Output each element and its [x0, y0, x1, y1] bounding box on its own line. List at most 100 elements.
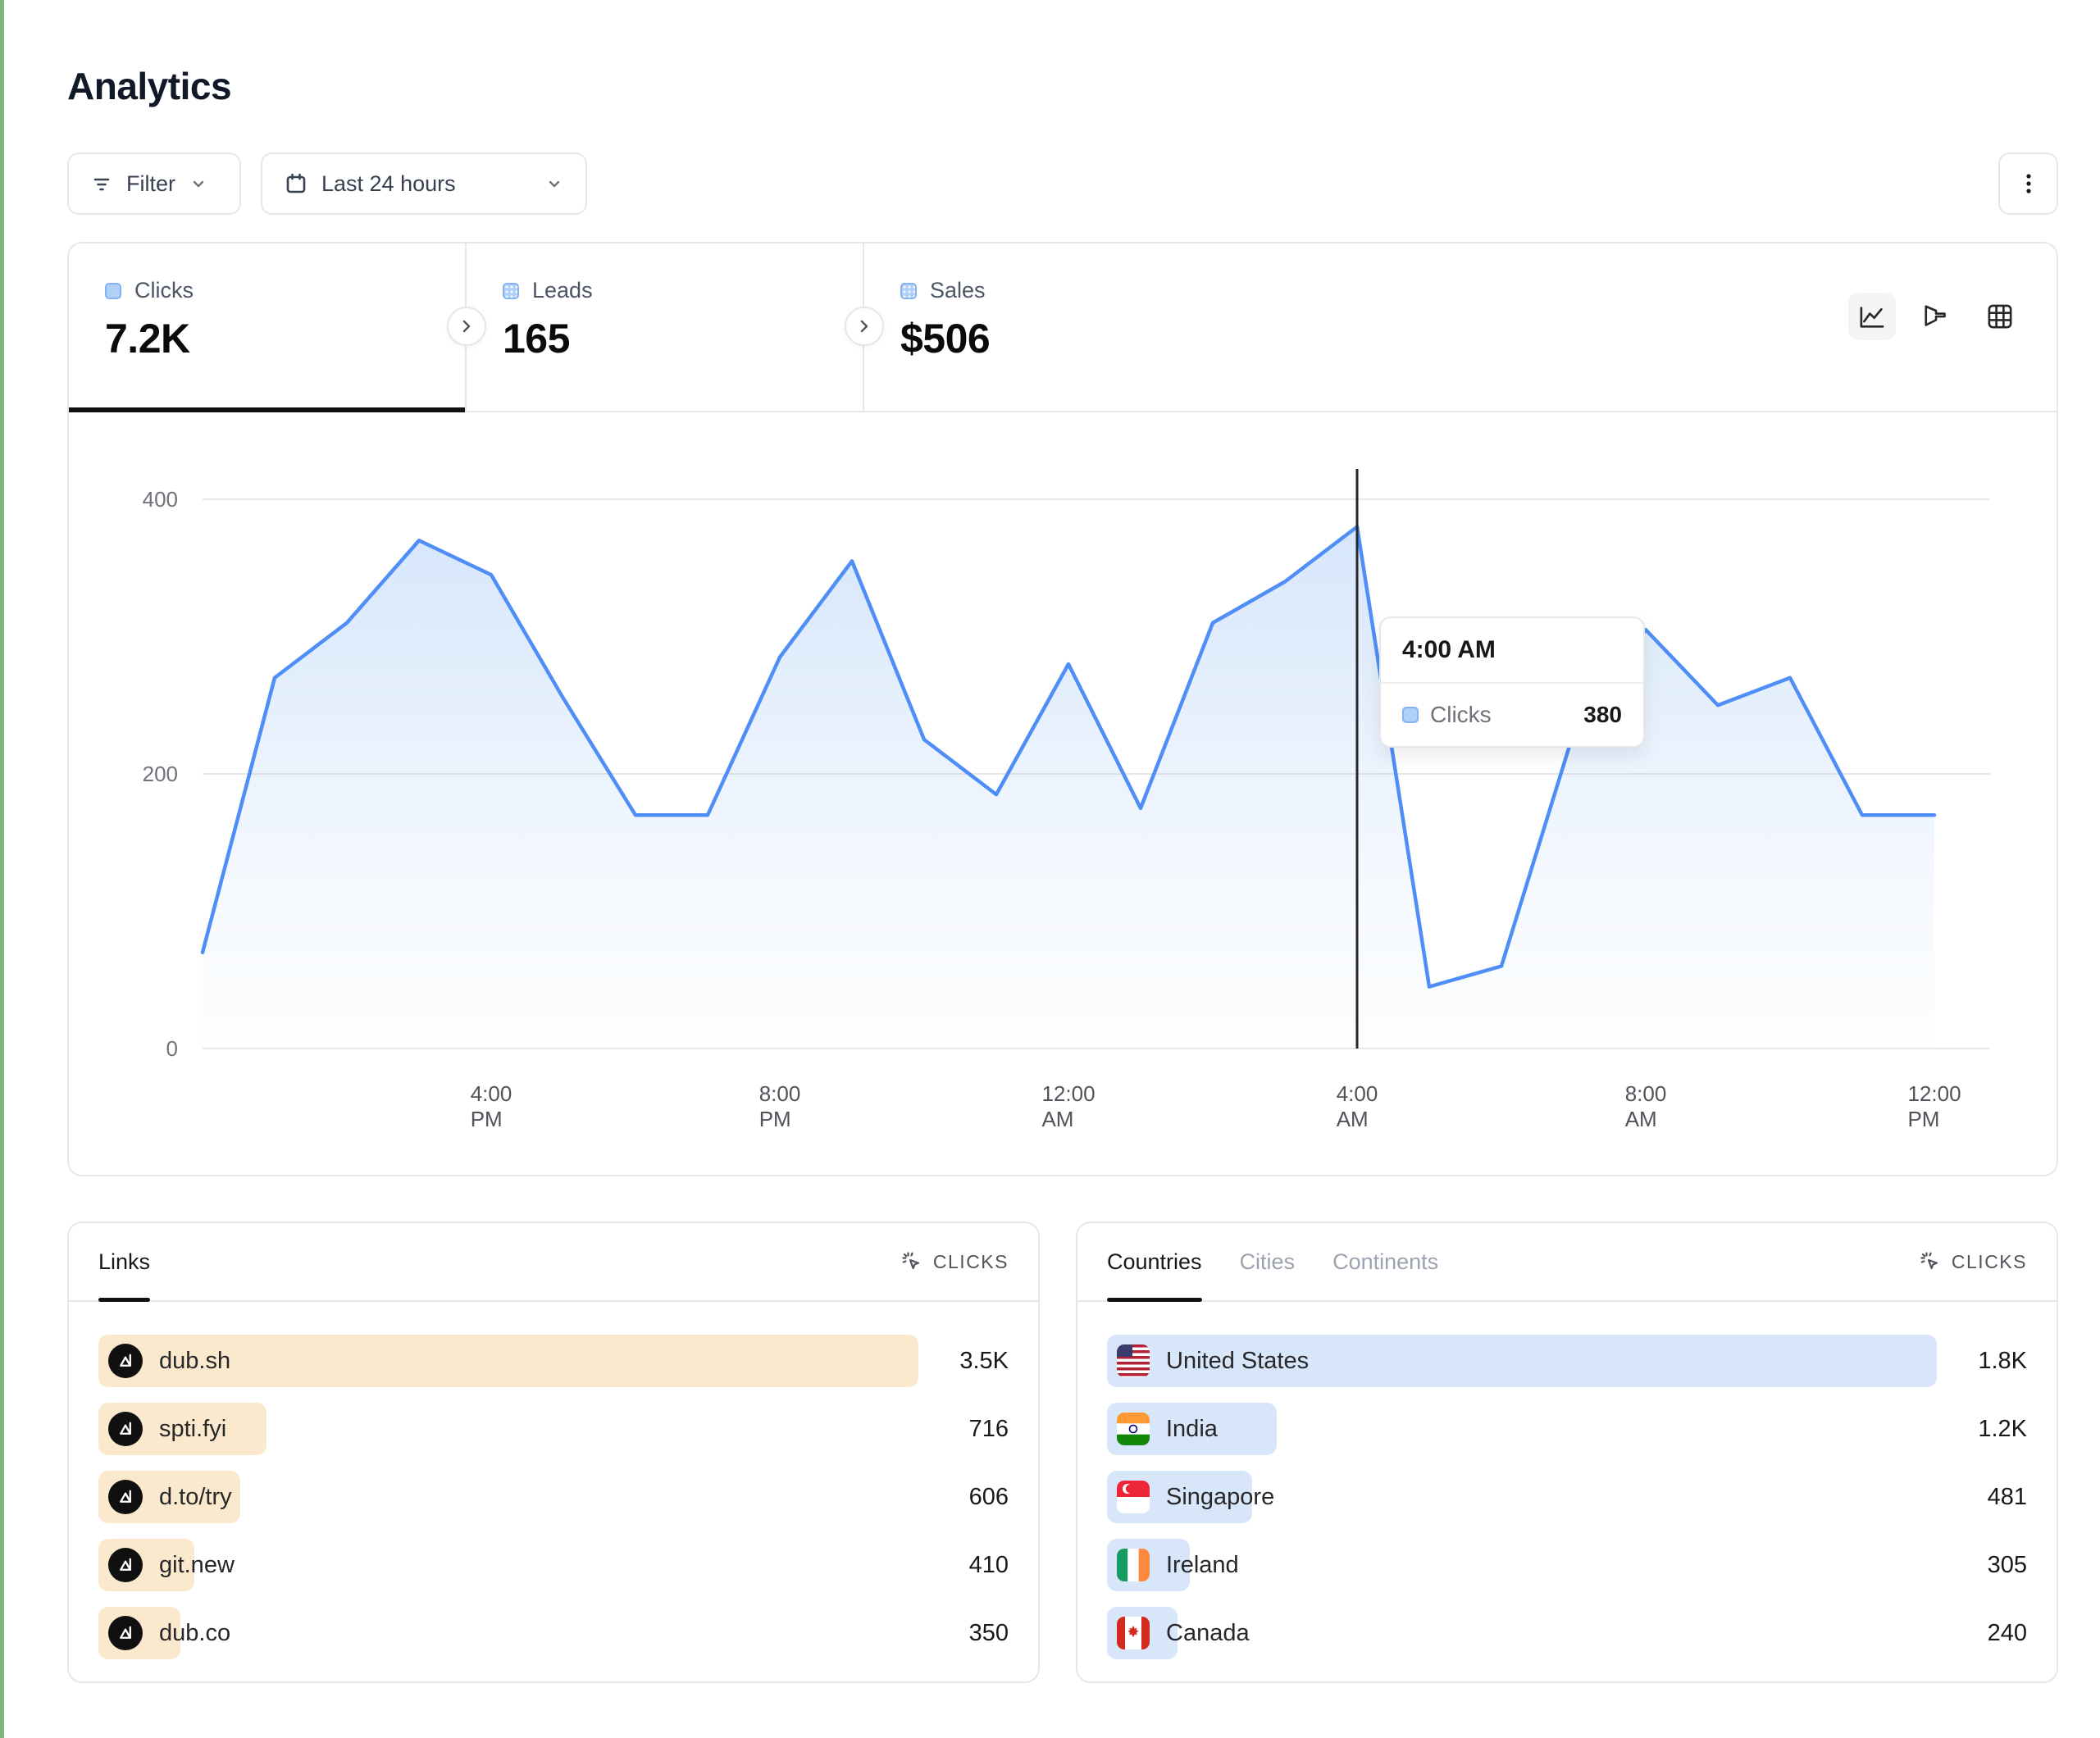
active-tab-underline	[69, 407, 465, 412]
flag-us-icon	[1117, 1344, 1150, 1377]
flag-in-icon	[1117, 1413, 1150, 1445]
list-item[interactable]: India 1.2K	[1107, 1403, 2027, 1455]
list-item-value: 1.8K	[1978, 1347, 2027, 1374]
expand-clicks-button[interactable]	[447, 307, 486, 346]
list-item-value: 410	[968, 1551, 1009, 1578]
list-item[interactable]: Canada 240	[1107, 1607, 2027, 1659]
tab-continents[interactable]: Continents	[1332, 1249, 1439, 1274]
list-item-label: Ireland	[1166, 1551, 1239, 1578]
list-item[interactable]: d.to/try 606	[98, 1471, 1009, 1523]
expand-leads-button[interactable]	[845, 307, 884, 346]
line-chart-view-button[interactable]	[1848, 293, 1896, 340]
chart-tooltip: 4:00 AM Clicks 380	[1379, 616, 1645, 748]
cursor-click-icon	[1919, 1250, 1942, 1273]
metric-label: CLICKS	[1951, 1250, 2027, 1272]
funnel-chart-icon	[1919, 299, 1953, 334]
date-range-button[interactable]: Last 24 hours	[261, 152, 587, 215]
window-edge-accent	[0, 0, 4, 1738]
leads-legend-swatch	[503, 282, 519, 299]
chart-type-switcher	[1848, 293, 2024, 340]
tab-countries[interactable]: Countries	[1107, 1223, 1202, 1302]
list-item-label: Singapore	[1166, 1483, 1275, 1510]
list-item[interactable]: United States 1.8K	[1107, 1335, 2027, 1387]
line-chart-icon	[1855, 299, 1889, 334]
funnel-chart-view-button[interactable]	[1912, 293, 1960, 340]
chevron-right-icon	[458, 317, 476, 335]
analytics-card: Clicks 7.2K Leads 165 Sales $506	[67, 242, 2058, 1176]
list-item-value: 3.5K	[959, 1347, 1009, 1374]
stat-label: Clicks	[134, 278, 194, 303]
kebab-menu-icon	[2017, 171, 2040, 197]
list-item[interactable]: dub.co 350	[98, 1607, 1009, 1659]
list-item-label: Canada	[1166, 1619, 1250, 1646]
list-item-value: 481	[1987, 1483, 2027, 1510]
chevron-down-icon	[544, 174, 564, 193]
list-item-label: d.to/try	[159, 1483, 232, 1510]
x-axis-tick-label: 4:00 PM	[470, 1081, 512, 1131]
list-item-label: United States	[1166, 1347, 1310, 1374]
tab-leads[interactable]: Leads 165	[467, 243, 864, 411]
dub-logo-icon	[108, 1412, 143, 1446]
list-item-label: dub.sh	[159, 1347, 231, 1374]
filter-button[interactable]: Filter	[67, 152, 241, 215]
list-item-value: 305	[1987, 1551, 2027, 1578]
tab-sales[interactable]: Sales $506	[864, 243, 1262, 411]
list-item-label: India	[1166, 1415, 1218, 1442]
list-item-value: 606	[968, 1483, 1009, 1510]
list-item[interactable]: Ireland 305	[1107, 1539, 2027, 1591]
dub-logo-icon	[108, 1616, 143, 1650]
sales-legend-swatch	[900, 282, 917, 299]
clicks-legend-swatch	[105, 282, 121, 299]
geo-tabs: Countries Cities Continents	[1107, 1223, 1439, 1302]
list-item-value: 1.2K	[1978, 1415, 2027, 1442]
filter-icon	[90, 172, 113, 195]
table-view-button[interactable]	[1976, 293, 2024, 340]
list-item[interactable]: dub.sh 3.5K	[98, 1335, 1009, 1387]
geo-panel: Countries Cities Continents CLICKS United …	[1076, 1222, 2058, 1683]
stat-value: $506	[900, 316, 991, 362]
flag-ie-icon	[1117, 1549, 1150, 1581]
dub-logo-icon	[108, 1548, 143, 1582]
chart-line	[200, 525, 1937, 989]
flag-sg-icon	[1117, 1481, 1150, 1513]
y-axis-tick-label: 400	[142, 487, 178, 512]
tooltip-value: 380	[1583, 702, 1622, 727]
y-axis-tick-label: 0	[166, 1036, 178, 1061]
more-options-button[interactable]	[1998, 152, 2058, 215]
x-axis-tick-label: 4:00 AM	[1336, 1081, 1378, 1131]
list-item-label: dub.co	[159, 1619, 231, 1646]
flag-ca-icon	[1117, 1617, 1150, 1649]
calendar-icon	[284, 171, 308, 196]
y-axis-tick-label: 200	[142, 762, 178, 786]
list-item-value: 240	[1987, 1619, 2027, 1646]
stat-label: Leads	[532, 278, 593, 303]
clicks-legend-swatch	[1402, 707, 1419, 723]
page-title: Analytics	[67, 65, 232, 107]
list-item[interactable]: spti.fyi 716	[98, 1403, 1009, 1455]
list-item[interactable]: git.new 410	[98, 1539, 1009, 1591]
links-panel: Links CLICKS dub.sh 3.5K	[67, 1222, 1040, 1683]
list-item-label: git.new	[159, 1551, 235, 1578]
links-metric-selector[interactable]: CLICKS	[900, 1250, 1009, 1273]
geo-metric-selector[interactable]: CLICKS	[1919, 1250, 2027, 1273]
dub-logo-icon	[108, 1344, 143, 1378]
chart-gridlines	[203, 498, 1990, 1049]
date-range-label: Last 24 hours	[321, 171, 456, 196]
x-axis-tick-label: 12:00 AM	[1041, 1081, 1096, 1131]
list-item[interactable]: Singapore 481	[1107, 1471, 2027, 1523]
dub-logo-icon	[108, 1480, 143, 1514]
value-bar	[1107, 1335, 1937, 1387]
x-axis-tick-label: 8:00 AM	[1624, 1081, 1667, 1131]
cursor-click-icon	[900, 1250, 923, 1273]
tab-links[interactable]: Links	[98, 1223, 151, 1302]
metric-label: CLICKS	[932, 1250, 1009, 1272]
tab-clicks[interactable]: Clicks 7.2K	[69, 243, 467, 412]
links-list: dub.sh 3.5K spti.fyi 716 d.to/try	[69, 1302, 1038, 1659]
chevron-right-icon	[855, 317, 873, 335]
stat-value: 7.2K	[105, 316, 190, 362]
tab-cities[interactable]: Cities	[1239, 1249, 1296, 1274]
value-bar	[98, 1335, 918, 1387]
stat-value: 165	[503, 316, 570, 362]
grid-icon	[1983, 299, 2017, 334]
